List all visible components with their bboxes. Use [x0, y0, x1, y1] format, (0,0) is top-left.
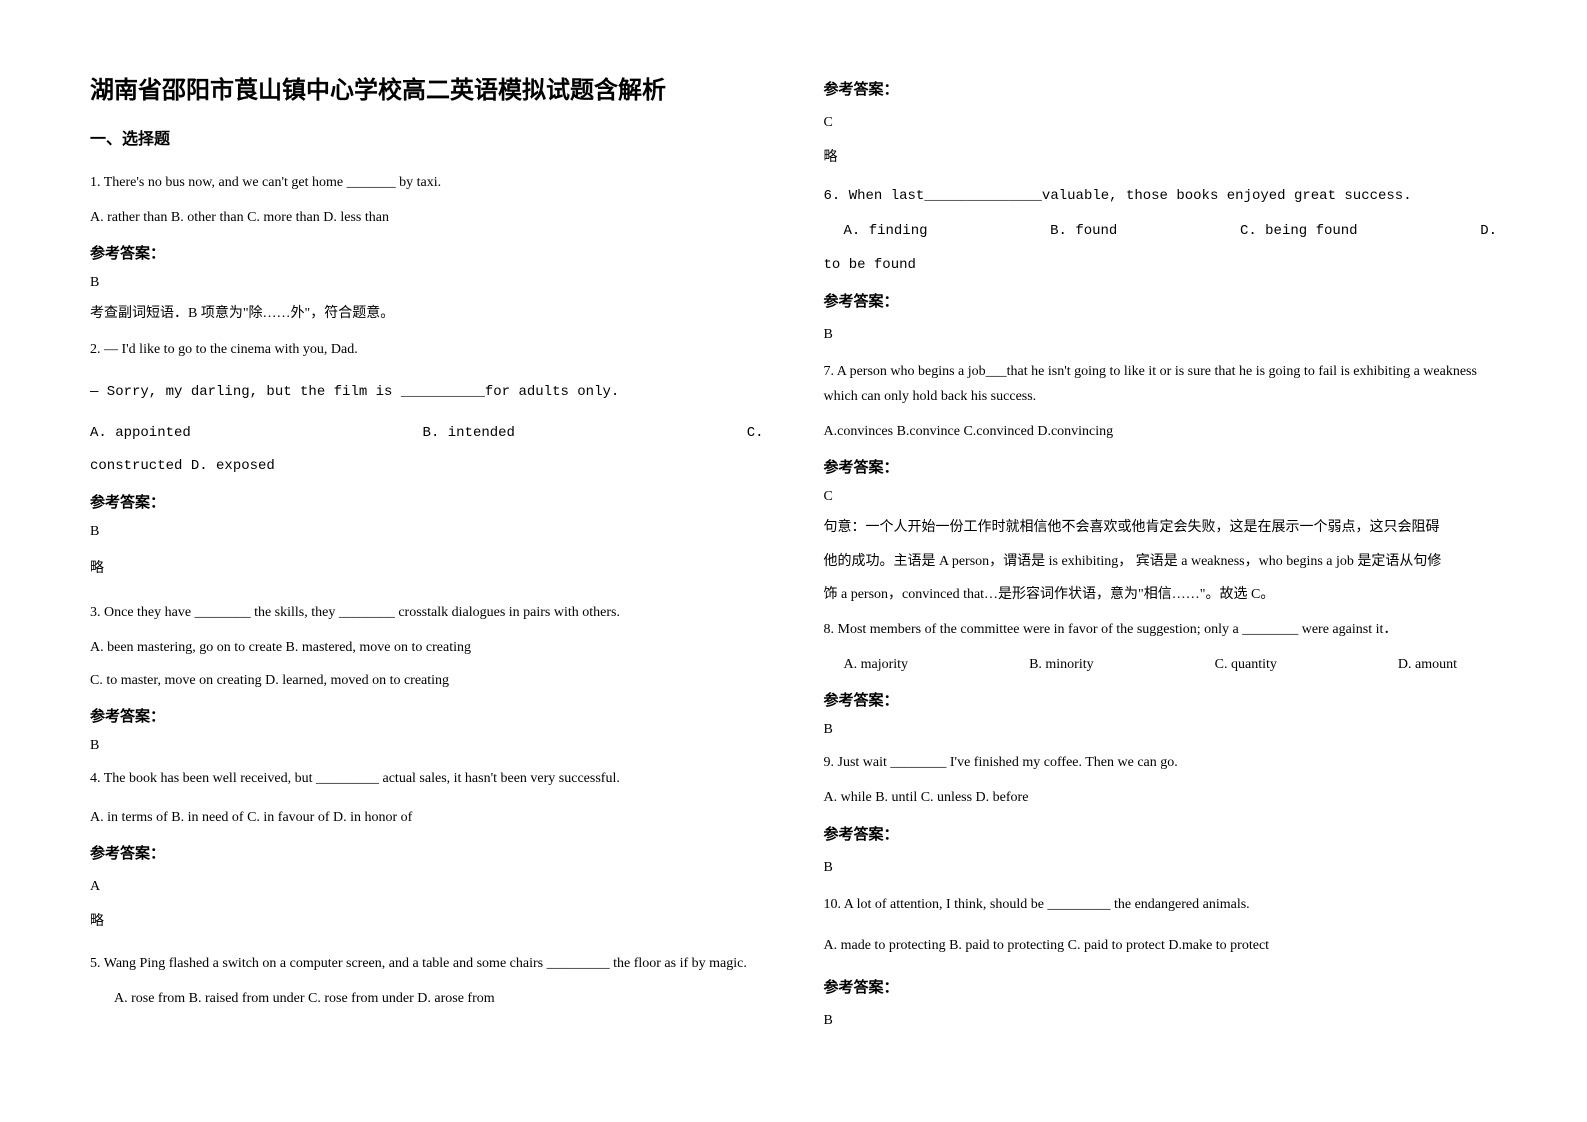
q5-answer: C — [824, 115, 1498, 131]
q4-answer: A — [90, 879, 764, 895]
q10-text: 10. A lot of attention, I think, should … — [824, 892, 1498, 917]
q3-line2: A. been mastering, go on to create B. ma… — [90, 635, 764, 660]
q10-options: A. made to protecting B. paid to protect… — [824, 933, 1498, 958]
q7-exp2: 他的成功。主语是 A person，谓语是 is exhibiting， 宾语是… — [824, 549, 1498, 574]
q2-optC: C. — [747, 421, 764, 446]
answer-label: 参考答案： — [824, 976, 1498, 997]
q4-text: 4. The book has been well received, but … — [90, 766, 764, 791]
q1-text: 1. There's no bus now, and we can't get … — [90, 170, 764, 195]
q3-line3: C. to master, move on creating D. learne… — [90, 668, 764, 693]
q7-answer: C — [824, 489, 1498, 505]
q2-options-row1: A. appointed B. intended C. — [90, 421, 764, 446]
q8-optC: C. quantity — [1215, 652, 1277, 677]
q9-options: A. while B. until C. unless D. before — [824, 785, 1498, 810]
q5-skip: 略 — [824, 145, 1498, 170]
page-title: 湖南省邵阳市莨山镇中心学校高二英语模拟试题含解析 — [90, 70, 764, 105]
q8-answer: B — [824, 722, 1498, 738]
q4-skip: 略 — [90, 909, 764, 934]
q8-text: 8. Most members of the committee were in… — [824, 617, 1498, 642]
q8-optD: D. amount — [1398, 652, 1457, 677]
q3-answer: B — [90, 738, 764, 754]
q2-optB: B. intended — [423, 421, 515, 446]
q3-text: 3. Once they have ________ the skills, t… — [90, 600, 764, 625]
q7-exp1: 句意：一个人开始一份工作时就相信他不会喜欢或他肯定会失败，这是在展示一个弱点，这… — [824, 515, 1498, 540]
answer-label: 参考答案： — [90, 842, 764, 863]
q6-optB: B. found — [1050, 219, 1117, 244]
q6-options: A. finding B. found C. being found D. — [824, 219, 1498, 244]
q6-text: 6. When last______________valuable, thos… — [824, 184, 1498, 209]
left-column: 湖南省邵阳市莨山镇中心学校高二英语模拟试题含解析 一、选择题 1. There'… — [90, 70, 764, 1052]
q7-options: A.convinces B.convince C.convinced D.con… — [824, 419, 1498, 444]
q8-options: A. majority B. minority C. quantity D. a… — [824, 652, 1498, 677]
answer-label: 参考答案： — [824, 456, 1498, 477]
q6-line2: to be found — [824, 253, 1498, 278]
q8-optB: B. minority — [1029, 652, 1094, 677]
q6-optC: C. being found — [1240, 219, 1358, 244]
q6-optD: D. — [1480, 219, 1497, 244]
answer-label: 参考答案： — [90, 491, 764, 512]
answer-label: 参考答案： — [90, 242, 764, 263]
q2-optA: A. appointed — [90, 421, 191, 446]
q6-optA: A. finding — [844, 219, 928, 244]
q1-answer: B — [90, 275, 764, 291]
q1-explanation: 考查副词短语．B 项意为"除……外"，符合题意。 — [90, 301, 764, 326]
q2-text: 2. — I'd like to go to the cinema with y… — [90, 337, 764, 362]
q9-answer: B — [824, 860, 1498, 876]
q5-text: 5. Wang Ping flashed a switch on a compu… — [90, 951, 764, 976]
answer-label: 参考答案： — [824, 78, 1498, 99]
q9-text: 9. Just wait ________ I've finished my c… — [824, 750, 1498, 775]
q5-options: A. rose from B. raised from under C. ros… — [90, 986, 764, 1011]
q10-answer: B — [824, 1013, 1498, 1029]
q7-exp3: 饰 a person，convinced that…是形容词作状语，意为"相信…… — [824, 582, 1498, 607]
q4-options: A. in terms of B. in need of C. in favou… — [90, 805, 764, 830]
section-heading: 一、选择题 — [90, 125, 764, 149]
q2-line4: constructed D. exposed — [90, 454, 764, 479]
answer-label: 参考答案： — [824, 689, 1498, 710]
answer-label: 参考答案： — [824, 823, 1498, 844]
q1-options: A. rather than B. other than C. more tha… — [90, 205, 764, 230]
right-column: 参考答案： C 略 6. When last______________valu… — [824, 70, 1498, 1052]
q7-text: 7. A person who begins a job___that he i… — [824, 359, 1498, 409]
q2-line2: — Sorry, my darling, but the film is ___… — [90, 380, 764, 405]
q2-answer: B — [90, 524, 764, 540]
answer-label: 参考答案： — [824, 290, 1498, 311]
q2-skip: 略 — [90, 556, 764, 581]
answer-label: 参考答案： — [90, 705, 764, 726]
q6-answer: B — [824, 327, 1498, 343]
q8-optA: A. majority — [844, 652, 909, 677]
